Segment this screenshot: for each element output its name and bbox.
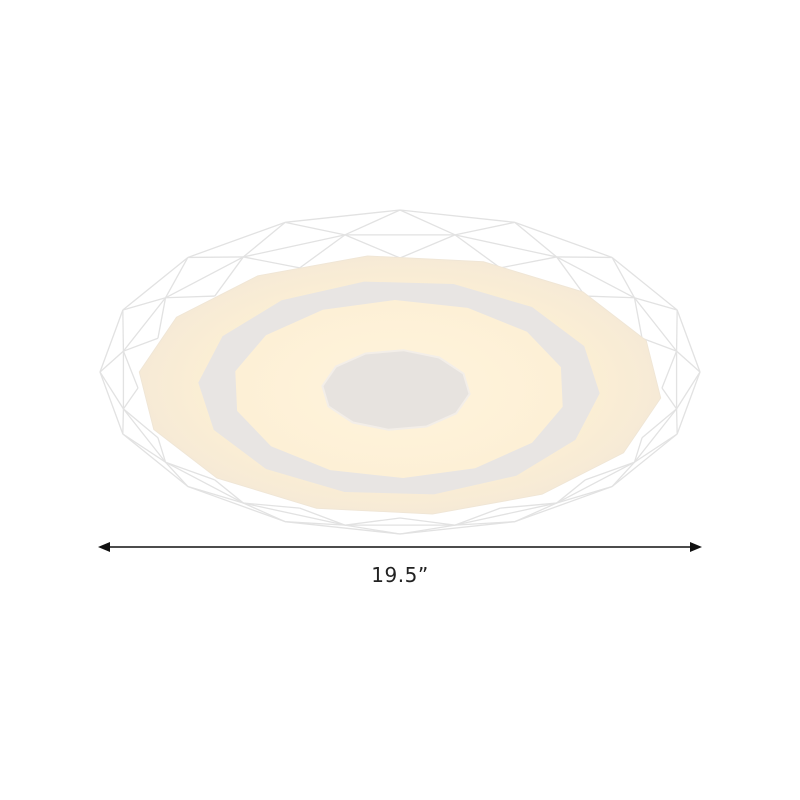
wire-strut	[633, 408, 678, 463]
wire-strut	[454, 221, 515, 236]
wire-strut	[99, 350, 124, 373]
wire-strut	[399, 524, 456, 535]
width-dimension-label: 19.5”	[371, 563, 429, 587]
wire-strut	[122, 350, 139, 389]
wire-strut	[633, 437, 643, 463]
wire-strut	[500, 502, 557, 509]
wire-strut	[514, 221, 558, 258]
wire-strut	[165, 461, 215, 481]
wire-strut	[633, 297, 678, 352]
wire-strut	[187, 256, 244, 259]
wire-strut	[243, 234, 346, 258]
wire-strut	[344, 234, 401, 259]
wire-strut	[123, 337, 159, 352]
wire-strut	[676, 371, 701, 435]
wire-strut	[344, 524, 401, 535]
wire-strut	[122, 433, 189, 488]
wire-strut	[500, 256, 557, 269]
wire-strut	[676, 309, 701, 373]
wire-strut	[243, 502, 300, 509]
wire-strut	[214, 479, 244, 504]
wire-strut	[299, 234, 346, 269]
wire-strut	[556, 256, 586, 297]
wire-cage-front	[99, 351, 678, 535]
wire-strut	[675, 309, 678, 352]
wire-strut	[122, 387, 139, 410]
wire-strut	[122, 297, 167, 352]
wire-strut	[243, 502, 286, 523]
wire-strut	[661, 387, 678, 410]
wire-strut	[165, 256, 244, 299]
wire-strut	[585, 295, 635, 299]
wire-strut	[556, 461, 635, 504]
wire-strut	[454, 521, 515, 526]
wire-strut	[454, 234, 557, 258]
wire-strut	[285, 521, 346, 526]
wire-strut	[285, 209, 401, 223]
wire-strut	[122, 297, 166, 311]
wire-strut	[122, 408, 125, 435]
wire-strut	[454, 507, 501, 526]
wire-strut	[187, 485, 244, 504]
wire-strut	[157, 297, 167, 339]
wire-strut	[122, 256, 189, 311]
wire-strut	[641, 337, 677, 352]
wire-strut	[676, 350, 701, 373]
wire-strut	[299, 507, 346, 526]
wire-strut	[165, 461, 244, 504]
wire-strut	[285, 221, 346, 236]
wire-strut	[661, 350, 678, 389]
wire-strut	[556, 256, 613, 259]
wire-strut	[122, 433, 166, 463]
wire-strut	[285, 521, 401, 535]
wire-strut	[122, 309, 125, 352]
wire-strut	[122, 408, 167, 463]
wire-strut	[157, 437, 167, 463]
wire-strut	[611, 433, 678, 488]
wire-strut	[454, 502, 557, 526]
wire-strut	[634, 433, 678, 463]
wire-strut	[399, 209, 456, 236]
wire-strut	[243, 502, 346, 526]
wire-strut	[99, 371, 124, 410]
wire-cage-back	[99, 209, 701, 463]
dimension-arrow	[98, 542, 702, 552]
wire-strut	[187, 485, 286, 523]
center-disc	[321, 349, 471, 431]
wire-strut	[165, 461, 189, 487]
wire-strut	[99, 309, 124, 373]
wire-strut	[164, 257, 189, 299]
wire-strut	[675, 408, 678, 435]
wire-strut	[165, 295, 215, 299]
wire-strut	[556, 485, 613, 504]
wire-strut	[99, 371, 124, 435]
wire-strut	[556, 479, 586, 504]
wire-strut	[187, 221, 286, 259]
wire-strut	[556, 256, 635, 299]
wire-strut	[633, 297, 643, 339]
wire-strut	[641, 408, 677, 439]
wire-strut	[242, 221, 286, 258]
wire-strut	[214, 256, 244, 297]
wire-strut	[514, 502, 557, 523]
wire-strut	[344, 517, 401, 526]
wire-strut	[454, 234, 501, 269]
wire-strut	[585, 461, 635, 481]
wire-strut	[514, 485, 613, 523]
wire-strut	[634, 297, 678, 311]
wire-strut	[676, 371, 701, 410]
wire-strut	[611, 461, 635, 487]
wire-strut	[399, 209, 515, 223]
wire-strut	[514, 221, 613, 259]
wire-strut	[123, 408, 159, 439]
wire-strut	[243, 256, 300, 269]
wire-strut	[344, 209, 401, 236]
wire-strut	[611, 256, 678, 311]
wire-strut	[611, 257, 636, 299]
wire-strut	[399, 517, 456, 526]
wire-strut	[399, 521, 515, 535]
wire-strut	[399, 234, 456, 259]
